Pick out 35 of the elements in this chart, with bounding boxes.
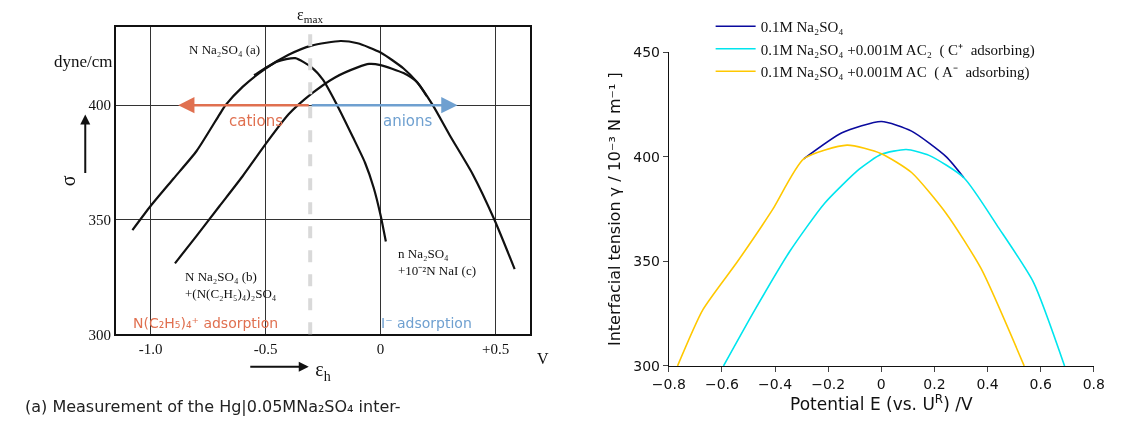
ref-line-label: ε$_{max}$ [297, 6, 324, 26]
annotation: anions [383, 112, 433, 130]
y-tick-label: 350 [633, 253, 660, 270]
x-tick-label: 0.2 [923, 375, 946, 392]
y-tick-label: 300 [88, 326, 112, 343]
x-axis-title: ε$_{h}$ [315, 358, 331, 384]
legend-label: 0.1M Na₂SO₄ +0.001M AC ( A⁻ adsorbing) [760, 64, 1030, 82]
y-tick-label: 350 [88, 212, 112, 229]
x-tick-label: -1.0 [138, 341, 163, 358]
x-tick-label: 0 [376, 341, 385, 358]
series-label: N Na₂SO₄ (a) [189, 42, 261, 57]
x-tick-label: 0 [876, 375, 886, 392]
text: V [537, 350, 549, 367]
y-tick-label: 300 [633, 357, 660, 374]
x-tick-label: -0.5 [253, 341, 278, 358]
y-tick-label: 400 [633, 148, 660, 165]
series-label: n Na₂SO₄ +10⁻²N NaI (c) [398, 246, 477, 278]
x-tick-label: 0.6 [1029, 375, 1052, 392]
x-tick-label: +0.5 [481, 341, 510, 358]
x-tick-label: −0.6 [704, 375, 739, 392]
x-tick-label: −0.8 [651, 375, 686, 392]
y-tick-label: 400 [88, 97, 112, 114]
text: dyne/cm [54, 52, 113, 71]
annotation: I⁻ adsorption [381, 315, 472, 331]
y-axis-title: σ [56, 175, 79, 187]
x-tick-label: −0.2 [811, 375, 846, 392]
x-tick-label: 0.8 [1082, 375, 1105, 392]
x-axis-title: Potential E (vs. U$^{R}$) /V [790, 391, 973, 414]
x-tick-label: 0.4 [976, 375, 999, 392]
x-tick-label: −0.4 [758, 375, 793, 392]
legend-label: 0.1M Na₂SO₄ +0.001M AC₂ ( C⁺ adsorbing) [760, 41, 1035, 59]
text: (a) Measurement of the Hg|0.05MNa₂SO₄ inter- [25, 397, 401, 416]
y-axis-title: Interfacial tension γ / 10⁻³ N m⁻¹ ] [605, 72, 625, 346]
legend-label: 0.1M Na₂SO₄ [760, 19, 844, 36]
y-tick-label: 450 [633, 44, 660, 61]
